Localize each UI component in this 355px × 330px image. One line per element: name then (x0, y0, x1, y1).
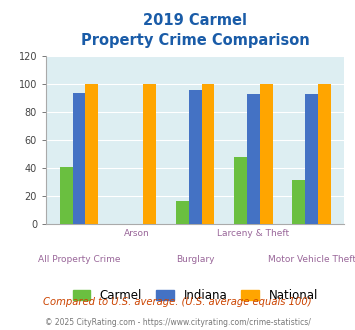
Text: All Property Crime: All Property Crime (38, 255, 120, 264)
Text: Burglary: Burglary (176, 255, 214, 264)
Bar (60, 167, 72, 224)
Legend: Carmel, Indiana, National: Carmel, Indiana, National (68, 284, 323, 307)
Bar (143, 84, 156, 224)
Bar (234, 157, 247, 224)
Title: 2019 Carmel
Property Crime Comparison: 2019 Carmel Property Crime Comparison (81, 13, 310, 48)
Text: Compared to U.S. average. (U.S. average equals 100): Compared to U.S. average. (U.S. average … (43, 297, 312, 307)
Bar (305, 94, 318, 224)
Bar (202, 84, 214, 224)
Bar (72, 92, 85, 224)
Bar (293, 180, 305, 224)
Bar (318, 84, 331, 224)
Bar (247, 94, 260, 224)
Bar (189, 90, 202, 224)
Text: © 2025 CityRating.com - https://www.cityrating.com/crime-statistics/: © 2025 CityRating.com - https://www.city… (45, 318, 310, 327)
Bar (85, 84, 98, 224)
Text: Motor Vehicle Theft: Motor Vehicle Theft (268, 255, 355, 264)
Bar (176, 201, 189, 224)
Bar (260, 84, 273, 224)
